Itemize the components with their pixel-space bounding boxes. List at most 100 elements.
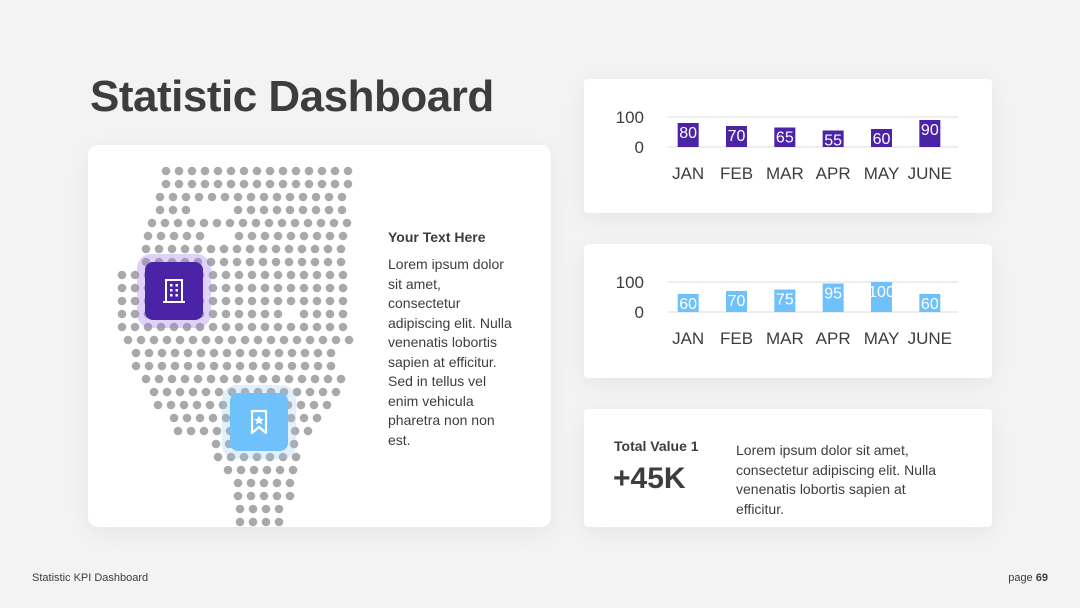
bar-value-label: 60: [921, 296, 939, 313]
bookmark-pin[interactable]: [230, 393, 288, 451]
page-title: Statistic Dashboard: [90, 72, 494, 121]
map-dot: [338, 283, 348, 293]
map-dot: [265, 166, 275, 176]
bar-value-label: 80: [679, 125, 697, 142]
map-dot: [259, 491, 269, 501]
map-dot: [274, 348, 284, 358]
map-dot: [161, 179, 171, 189]
map-dot: [200, 179, 210, 189]
map-dot: [342, 218, 352, 228]
map-dot: [187, 179, 197, 189]
map-dot: [259, 205, 269, 215]
map-dot: [252, 179, 262, 189]
map-dot: [234, 283, 244, 293]
map-dot: [226, 179, 236, 189]
map-dot: [153, 400, 163, 410]
map-dot: [261, 504, 271, 514]
map-dot: [208, 296, 218, 306]
map-dot: [182, 231, 192, 241]
map-dot: [195, 231, 205, 241]
map-dot: [312, 283, 322, 293]
map-dot: [193, 374, 203, 384]
map-dot: [279, 335, 289, 345]
bar: [919, 294, 941, 312]
map-dot: [245, 257, 255, 267]
map-dot: [265, 179, 275, 189]
map-dot: [248, 348, 258, 358]
map-dot: [343, 166, 353, 176]
x-tick-label: MAY: [864, 329, 900, 348]
bar: [919, 120, 941, 147]
map-dot: [155, 192, 165, 202]
map-dot: [304, 166, 314, 176]
map-dot: [273, 231, 283, 241]
y-tick-label: 0: [635, 138, 644, 157]
map-dot: [336, 257, 346, 267]
map-dot: [249, 465, 259, 475]
map-dot: [188, 335, 198, 345]
map-dot: [186, 218, 196, 228]
map-dot: [296, 400, 306, 410]
map-dot: [300, 348, 310, 358]
map-dot: [247, 231, 257, 241]
map-dot: [317, 166, 327, 176]
map-dot: [318, 387, 328, 397]
map-dot: [212, 426, 222, 436]
map-dot: [232, 374, 242, 384]
map-dot: [226, 166, 236, 176]
map-dot: [291, 452, 301, 462]
map-dot: [286, 322, 296, 332]
bar: [726, 291, 747, 312]
building-pin[interactable]: [145, 262, 203, 320]
map-dot: [183, 361, 193, 371]
map-dot: [234, 231, 244, 241]
map-dot: [246, 491, 256, 501]
map-dot: [331, 387, 341, 397]
map-dot: [258, 374, 268, 384]
map-dot: [253, 335, 263, 345]
map-dot: [234, 309, 244, 319]
map-dot: [325, 296, 335, 306]
map-dot: [181, 205, 191, 215]
map-dot: [278, 452, 288, 462]
map-dot: [288, 465, 298, 475]
map-dot: [175, 335, 185, 345]
map-dot: [236, 465, 246, 475]
footer-title: Statistic KPI Dashboard: [32, 572, 149, 584]
map-dot: [221, 309, 231, 319]
map-dot: [221, 296, 231, 306]
map-dot: [169, 413, 179, 423]
map-dot: [305, 387, 315, 397]
y-tick-label: 0: [635, 303, 644, 322]
map-dot: [233, 478, 243, 488]
kpi-label: Total Value 1: [614, 438, 699, 454]
map-dot: [117, 283, 127, 293]
map-dot: [187, 166, 197, 176]
map-dot: [157, 361, 167, 371]
map-dot: [318, 335, 328, 345]
bar-value-label: 55: [824, 133, 842, 150]
map-dot: [195, 322, 205, 332]
map-dot: [226, 452, 236, 462]
map-dot: [285, 491, 295, 501]
bar: [871, 282, 892, 312]
map-dot: [168, 205, 178, 215]
map-dot: [233, 491, 243, 501]
bar: [677, 294, 699, 312]
map-dot: [232, 244, 242, 254]
map-dot: [259, 192, 269, 202]
map-dot: [141, 244, 151, 254]
map-dot: [180, 244, 190, 254]
map-dot: [338, 231, 348, 241]
map-dot: [251, 218, 261, 228]
map-dot: [247, 283, 257, 293]
map-dot: [154, 244, 164, 254]
map-dot: [234, 322, 244, 332]
bar-value-label: 75: [776, 292, 794, 309]
map-dot: [218, 400, 228, 410]
x-tick-label: JUNE: [908, 164, 952, 183]
bar-chart-card-1: 100 0 80 JAN 70 FEB 65 MAR 55 APR 60 MAY 90 JUNE: [584, 79, 992, 213]
map-dot: [338, 322, 348, 332]
map-dot: [245, 244, 255, 254]
map-dot: [169, 231, 179, 241]
